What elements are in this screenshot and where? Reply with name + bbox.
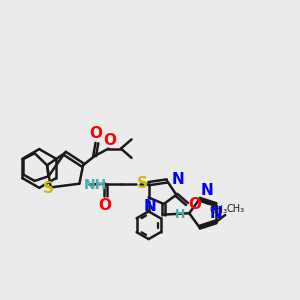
Text: O: O xyxy=(89,126,103,141)
Text: H: H xyxy=(175,208,185,221)
Text: CH₃: CH₃ xyxy=(226,204,244,214)
Text: N: N xyxy=(210,206,222,221)
Text: O: O xyxy=(188,197,201,212)
Text: O: O xyxy=(103,133,116,148)
Text: O: O xyxy=(99,198,112,213)
Text: N: N xyxy=(143,200,156,214)
Text: N: N xyxy=(200,183,213,198)
Text: S: S xyxy=(137,176,148,191)
Text: CH₃: CH₃ xyxy=(210,205,228,215)
Text: NH: NH xyxy=(84,178,107,192)
Text: N: N xyxy=(172,172,184,188)
Text: S: S xyxy=(43,181,54,196)
